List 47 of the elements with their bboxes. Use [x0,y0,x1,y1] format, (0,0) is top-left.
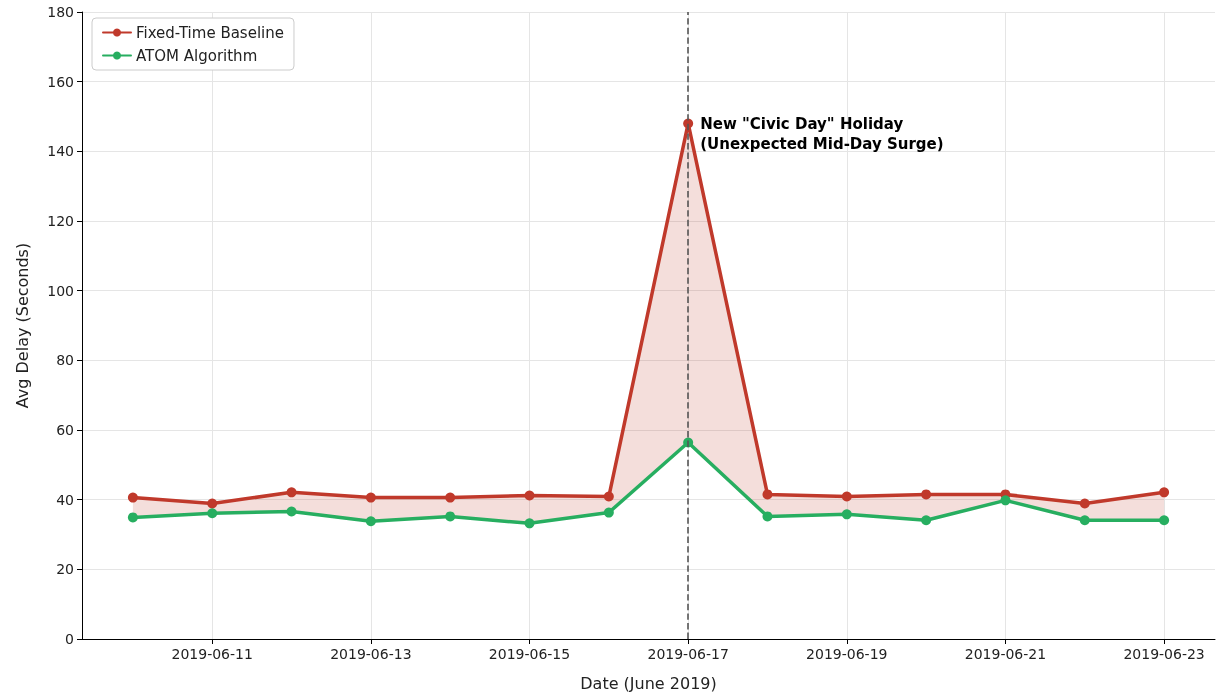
point [1159,487,1170,498]
point [762,489,773,500]
x-axis-title: Date (June 2019) [580,673,717,693]
point [445,492,456,503]
x-tick-label: 2019-06-19 [806,646,888,662]
y-tick-label: 160 [47,73,74,90]
point [762,511,773,522]
y-tick-label: 20 [56,561,74,578]
point [524,518,535,529]
point [841,491,852,502]
point [207,508,218,519]
point [1079,498,1090,509]
x-tick-label: 2019-06-23 [1123,646,1205,662]
y-tick-label: 60 [56,422,74,438]
y-tick-label: 0 [65,631,74,647]
point [1079,515,1090,526]
point [445,511,456,522]
point [127,512,138,523]
y-tick-label: 40 [56,491,74,508]
point [207,498,218,509]
y-tick-label: 140 [47,143,74,160]
y-tick-label: 180 [47,4,74,20]
y-tick-label: 120 [47,213,74,229]
point [603,491,614,502]
annotation: New "Civic Day" Holiday (Unexpected Mid-Day Surge) [700,115,944,154]
point [921,489,932,500]
legend-label: ATOM Algorithm [136,46,258,65]
point [603,507,614,518]
point [921,515,932,526]
point [286,506,297,517]
legend-label: Fixed-Time Baseline [136,23,284,42]
x-tick-label: 2019-06-13 [330,646,412,662]
point [127,492,138,503]
point [1159,515,1170,526]
point [841,509,852,520]
x-tick-label: 2019-06-15 [488,646,571,662]
y-axis-title: Avg Delay (Seconds) [12,242,32,409]
y-tick-label: 80 [56,352,74,369]
point [286,487,297,498]
point [1000,495,1011,506]
point [365,492,376,503]
x-tick-label: 2019-06-21 [964,646,1047,662]
x-tick-label: 2019-06-17 [647,646,729,662]
y-tick-label: 100 [47,282,74,299]
point [365,516,376,527]
x-tick-label: 2019-06-11 [171,646,253,662]
point [524,490,535,501]
